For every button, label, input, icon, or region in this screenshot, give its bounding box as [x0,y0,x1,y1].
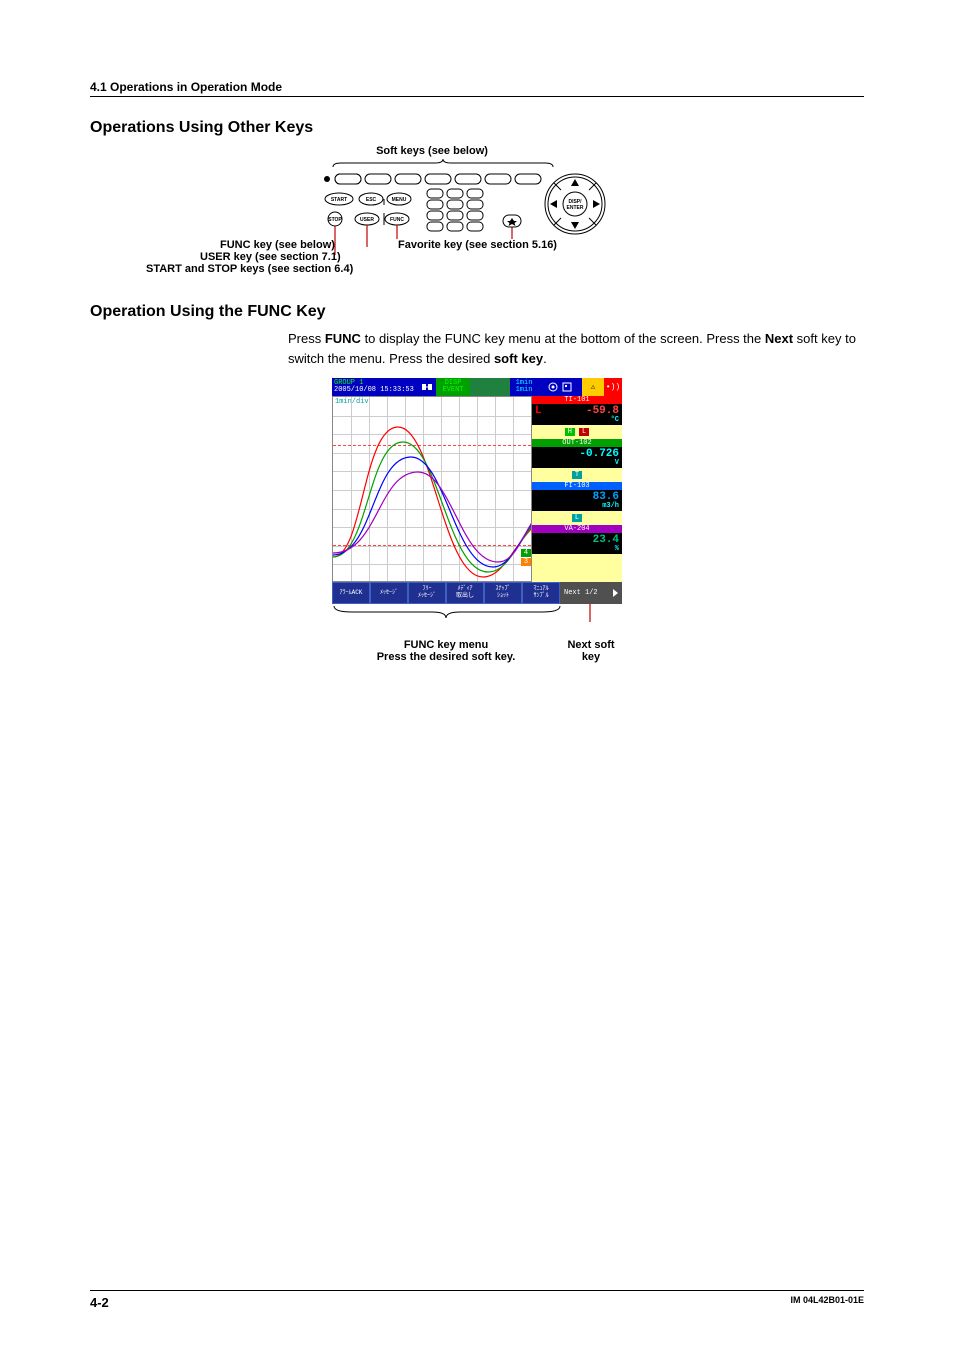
green-progress [470,378,510,396]
screenshot: GROUP 1 2005/10/08 15:33:53 DISPEVENT 1m… [90,378,864,663]
label-soft-keys: Soft keys (see below) [0,145,864,157]
menu-button[interactable]: ﾌﾘｰﾒｯｾｰｼﾞ [408,582,446,604]
heading-func-key: Operation Using the FUNC Key [90,303,864,321]
min-box: 1min1min [510,378,538,396]
channel-block: TI-101 L -59.8 °C HL [532,396,622,439]
label-start-stop: START and STOP keys (see section 6.4) [146,263,864,275]
func-key-paragraph: Press FUNC to display the FUNC key menu … [288,329,864,368]
next-button[interactable]: Next 1/2 [560,582,622,604]
doc-id: IM 04L42B01-01E [790,1295,864,1310]
svg-text:ENTER: ENTER [567,205,584,211]
heading-ops-other-keys: Operations Using Other Keys [90,119,864,137]
page-number: 4-2 [90,1295,109,1310]
svg-text:MENU: MENU [392,197,407,203]
menu-button[interactable]: ﾒﾃﾞｨｱ取出し [446,582,484,604]
svg-text:STOP: STOP [328,217,342,223]
channel-block: OUT-102 -0.726 V T [532,439,622,482]
channel-side-panel: TI-101 L -59.8 °C HL OUT-102 -0.726 V T … [532,396,622,582]
menu-button[interactable]: ｽﾅｯﾌﾟｼｮｯﾄ [484,582,522,604]
label-favorite: Favorite key (see section 5.16) [398,239,557,251]
disp-event-box: DISPEVENT [436,378,470,396]
section-header: 4.1 Operations in Operation Mode [90,80,864,97]
menu-button[interactable]: ｱﾗｰﾑACK [332,582,370,604]
shot-group-box: GROUP 1 2005/10/08 15:33:53 [332,378,418,396]
label-press-desired: Press the desired soft key. [332,651,560,663]
channel-block: VA-204 23.4 % [532,525,622,556]
chart-area: 1min/div 43 [332,396,532,582]
svg-text:ESC: ESC [366,197,377,203]
menu-button[interactable]: ﾏﾆｭｱﾙｻﾝﾌﾟﾙ [522,582,560,604]
svg-text:START: START [331,197,347,203]
comm-icon [418,378,436,396]
label-func-key: FUNC key (see below) [220,239,380,251]
label-user-key: USER key (see section 7.1) [200,251,864,263]
svg-text:USER: USER [360,217,374,223]
sound-icon: •)) [604,378,622,396]
panel-diagram: Soft keys (see below) START ESC MENU STO… [90,145,864,305]
annotation-lines [332,604,622,634]
label-next-soft: Next soft key [560,639,622,663]
menu-button[interactable]: ﾒｯｾｰｼﾞ [370,582,408,604]
svg-text:FUNC: FUNC [390,217,404,223]
warning-icon: ⚠ [582,378,604,396]
func-key-menu: ｱﾗｰﾑACKﾒｯｾｰｼﾞﾌﾘｰﾒｯｾｰｼﾞﾒﾃﾞｨｱ取出しｽﾅｯﾌﾟｼｮｯﾄﾏ… [332,582,622,604]
page-footer: 4-2 IM 04L42B01-01E [90,1290,864,1310]
status-icons [538,378,582,396]
channel-block: FI-103 83.6 m3/h L [532,482,622,525]
label-func-menu: FUNC key menu [332,639,560,651]
